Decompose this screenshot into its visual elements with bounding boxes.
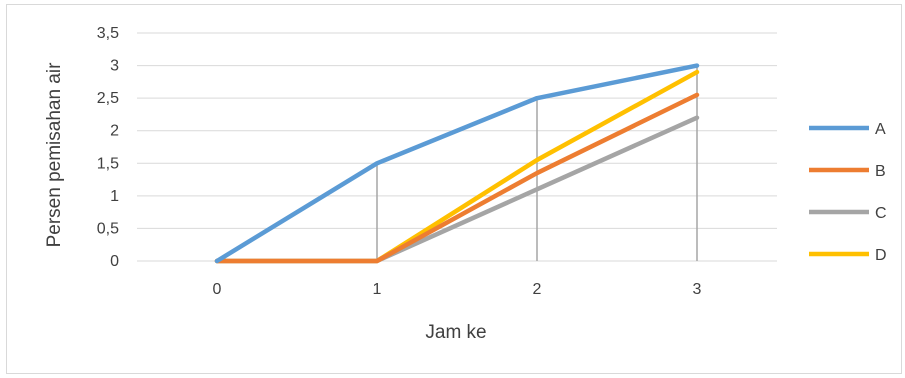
y-tick-label: 0 bbox=[110, 253, 119, 270]
x-tick-label: 0 bbox=[213, 281, 222, 298]
x-axis-title: Jam ke bbox=[425, 322, 486, 343]
series-line-d bbox=[214, 69, 700, 264]
legend-label-a: A bbox=[875, 121, 886, 138]
chart-frame: 0 0,5 1 1,5 2 2,5 3 3,5 0 1 2 3 Persen pemisahan a… bbox=[6, 4, 902, 374]
y-tick-labels: 0 0,5 1 1,5 2 2,5 3 3,5 bbox=[97, 25, 119, 270]
y-tick-label: 0,5 bbox=[97, 220, 119, 237]
series-line-b bbox=[214, 92, 700, 264]
x-tick-label: 2 bbox=[533, 281, 542, 298]
series-line-c bbox=[214, 115, 700, 264]
y-tick-label: 2,5 bbox=[97, 90, 119, 107]
legend-label-d: D bbox=[875, 247, 887, 264]
series-line-a bbox=[214, 63, 700, 264]
y-tick-label: 3 bbox=[110, 58, 119, 75]
legend: A B C D bbox=[809, 121, 887, 264]
x-tick-label: 1 bbox=[373, 281, 382, 298]
legend-label-c: C bbox=[875, 205, 887, 222]
legend-label-b: B bbox=[875, 163, 886, 180]
y-tick-label: 2 bbox=[110, 123, 119, 140]
y-tick-label: 1 bbox=[110, 188, 119, 205]
x-tick-labels: 0 1 2 3 bbox=[213, 281, 702, 298]
line-chart: 0 0,5 1 1,5 2 2,5 3 3,5 0 1 2 3 Persen pemisahan a… bbox=[44, 25, 887, 343]
drop-lines bbox=[376, 65, 698, 261]
y-tick-label: 3,5 bbox=[97, 25, 119, 42]
series-lines bbox=[214, 63, 700, 264]
y-tick-label: 1,5 bbox=[97, 155, 119, 172]
x-tick-label: 3 bbox=[693, 281, 702, 298]
y-axis-title: Persen pemisahan air bbox=[44, 62, 65, 247]
